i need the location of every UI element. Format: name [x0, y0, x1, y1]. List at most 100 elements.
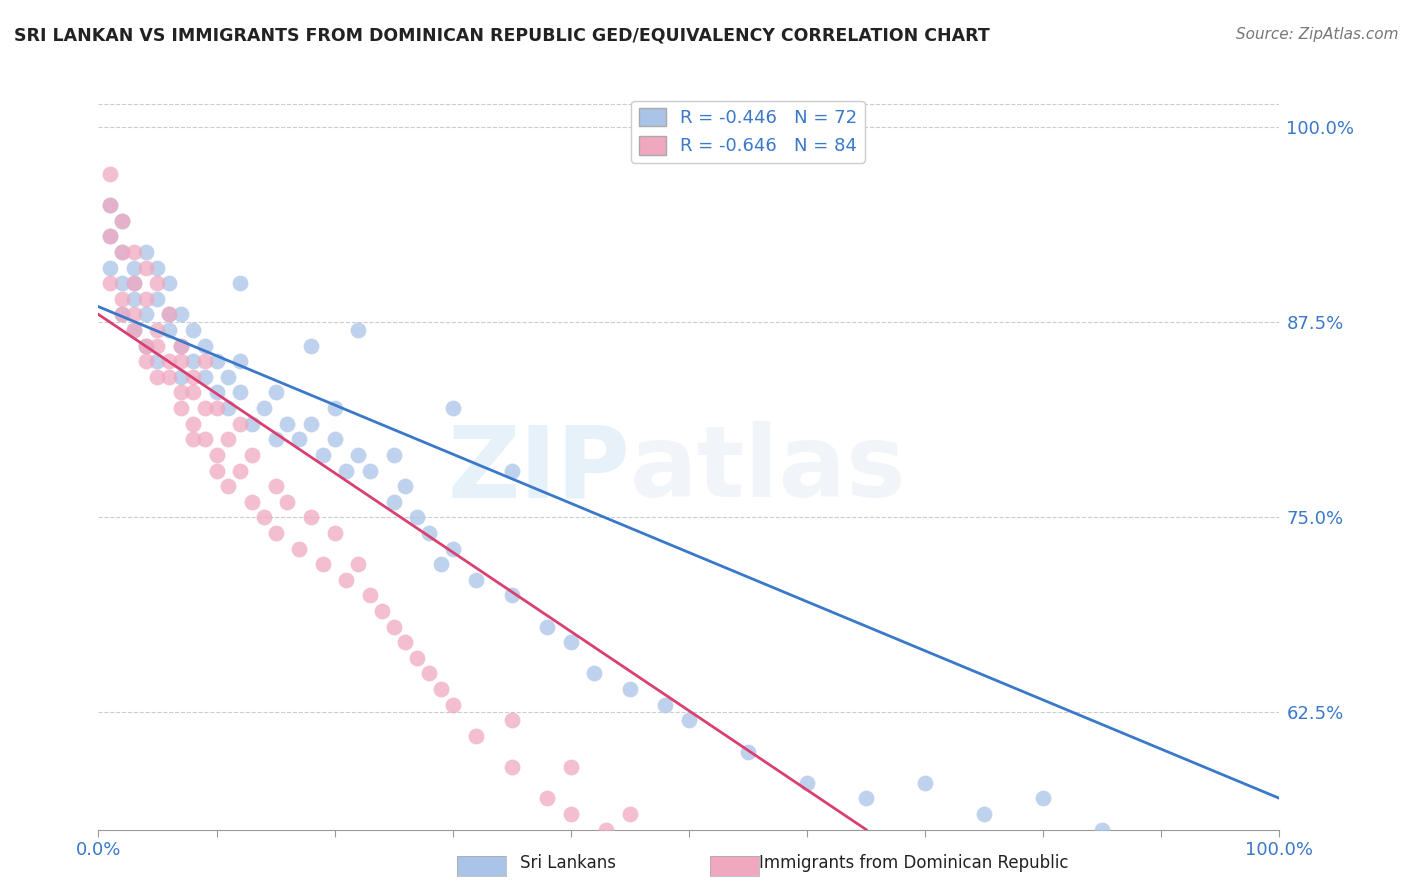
Point — [323, 432, 346, 446]
Point — [560, 807, 582, 822]
Point — [394, 635, 416, 649]
Point — [146, 370, 169, 384]
Point — [181, 323, 204, 337]
Point — [229, 385, 252, 400]
Point — [240, 494, 263, 508]
Point — [122, 323, 145, 337]
Point — [583, 666, 606, 681]
Point — [855, 791, 877, 805]
Point — [181, 417, 204, 431]
Point — [135, 354, 157, 368]
Point — [157, 323, 180, 337]
Text: Source: ZipAtlas.com: Source: ZipAtlas.com — [1236, 27, 1399, 42]
Point — [630, 854, 652, 868]
Point — [264, 479, 287, 493]
Point — [135, 292, 157, 306]
Point — [1032, 791, 1054, 805]
Point — [157, 370, 180, 384]
Point — [335, 464, 357, 478]
Point — [382, 620, 405, 634]
Point — [205, 385, 228, 400]
Point — [122, 292, 145, 306]
Point — [312, 557, 335, 572]
Point — [371, 604, 394, 618]
Point — [229, 354, 252, 368]
Point — [181, 432, 204, 446]
Point — [382, 448, 405, 462]
Point — [146, 323, 169, 337]
Point — [299, 510, 322, 524]
Point — [264, 432, 287, 446]
Point — [170, 307, 193, 322]
Point — [111, 213, 134, 227]
Point — [205, 354, 228, 368]
Text: Sri Lankans: Sri Lankans — [520, 855, 616, 872]
Point — [1091, 822, 1114, 837]
Text: ZIP: ZIP — [447, 421, 630, 518]
Point — [335, 573, 357, 587]
Point — [111, 307, 134, 322]
Point — [122, 277, 145, 291]
Point — [288, 541, 311, 556]
Point — [678, 714, 700, 728]
Point — [157, 307, 180, 322]
Point — [465, 573, 488, 587]
Point — [170, 339, 193, 353]
Point — [157, 277, 180, 291]
Point — [181, 385, 204, 400]
Point — [430, 682, 453, 697]
Point — [560, 760, 582, 774]
Point — [323, 526, 346, 541]
Point — [229, 277, 252, 291]
Point — [240, 417, 263, 431]
Point — [299, 339, 322, 353]
Point — [205, 448, 228, 462]
Point — [111, 213, 134, 227]
Point — [146, 277, 169, 291]
Point — [111, 244, 134, 259]
Point — [229, 464, 252, 478]
Point — [98, 198, 121, 212]
Point — [288, 432, 311, 446]
Point — [194, 354, 217, 368]
Point — [229, 417, 252, 431]
Point — [98, 229, 121, 244]
Point — [276, 417, 298, 431]
Point — [276, 494, 298, 508]
Point — [619, 807, 641, 822]
Point — [98, 260, 121, 275]
Text: SRI LANKAN VS IMMIGRANTS FROM DOMINICAN REPUBLIC GED/EQUIVALENCY CORRELATION CHA: SRI LANKAN VS IMMIGRANTS FROM DOMINICAN … — [14, 27, 990, 45]
Point — [359, 589, 381, 603]
Point — [796, 776, 818, 790]
Point — [146, 339, 169, 353]
Text: atlas: atlas — [630, 421, 907, 518]
Point — [98, 229, 121, 244]
Point — [264, 526, 287, 541]
Point — [98, 167, 121, 181]
Point — [157, 307, 180, 322]
Point — [973, 807, 995, 822]
Point — [98, 277, 121, 291]
Point — [382, 494, 405, 508]
Point — [146, 292, 169, 306]
Point — [217, 401, 239, 415]
Point — [501, 589, 523, 603]
Point — [170, 370, 193, 384]
Point — [122, 277, 145, 291]
Point — [501, 760, 523, 774]
Point — [135, 307, 157, 322]
Point — [253, 510, 276, 524]
Point — [146, 354, 169, 368]
Point — [678, 885, 700, 892]
Point — [299, 417, 322, 431]
Point — [111, 277, 134, 291]
Point — [170, 385, 193, 400]
Point — [501, 464, 523, 478]
Point — [536, 620, 558, 634]
Point — [146, 260, 169, 275]
Point — [240, 448, 263, 462]
Point — [406, 651, 429, 665]
Point — [122, 307, 145, 322]
Point — [181, 354, 204, 368]
Point — [560, 635, 582, 649]
